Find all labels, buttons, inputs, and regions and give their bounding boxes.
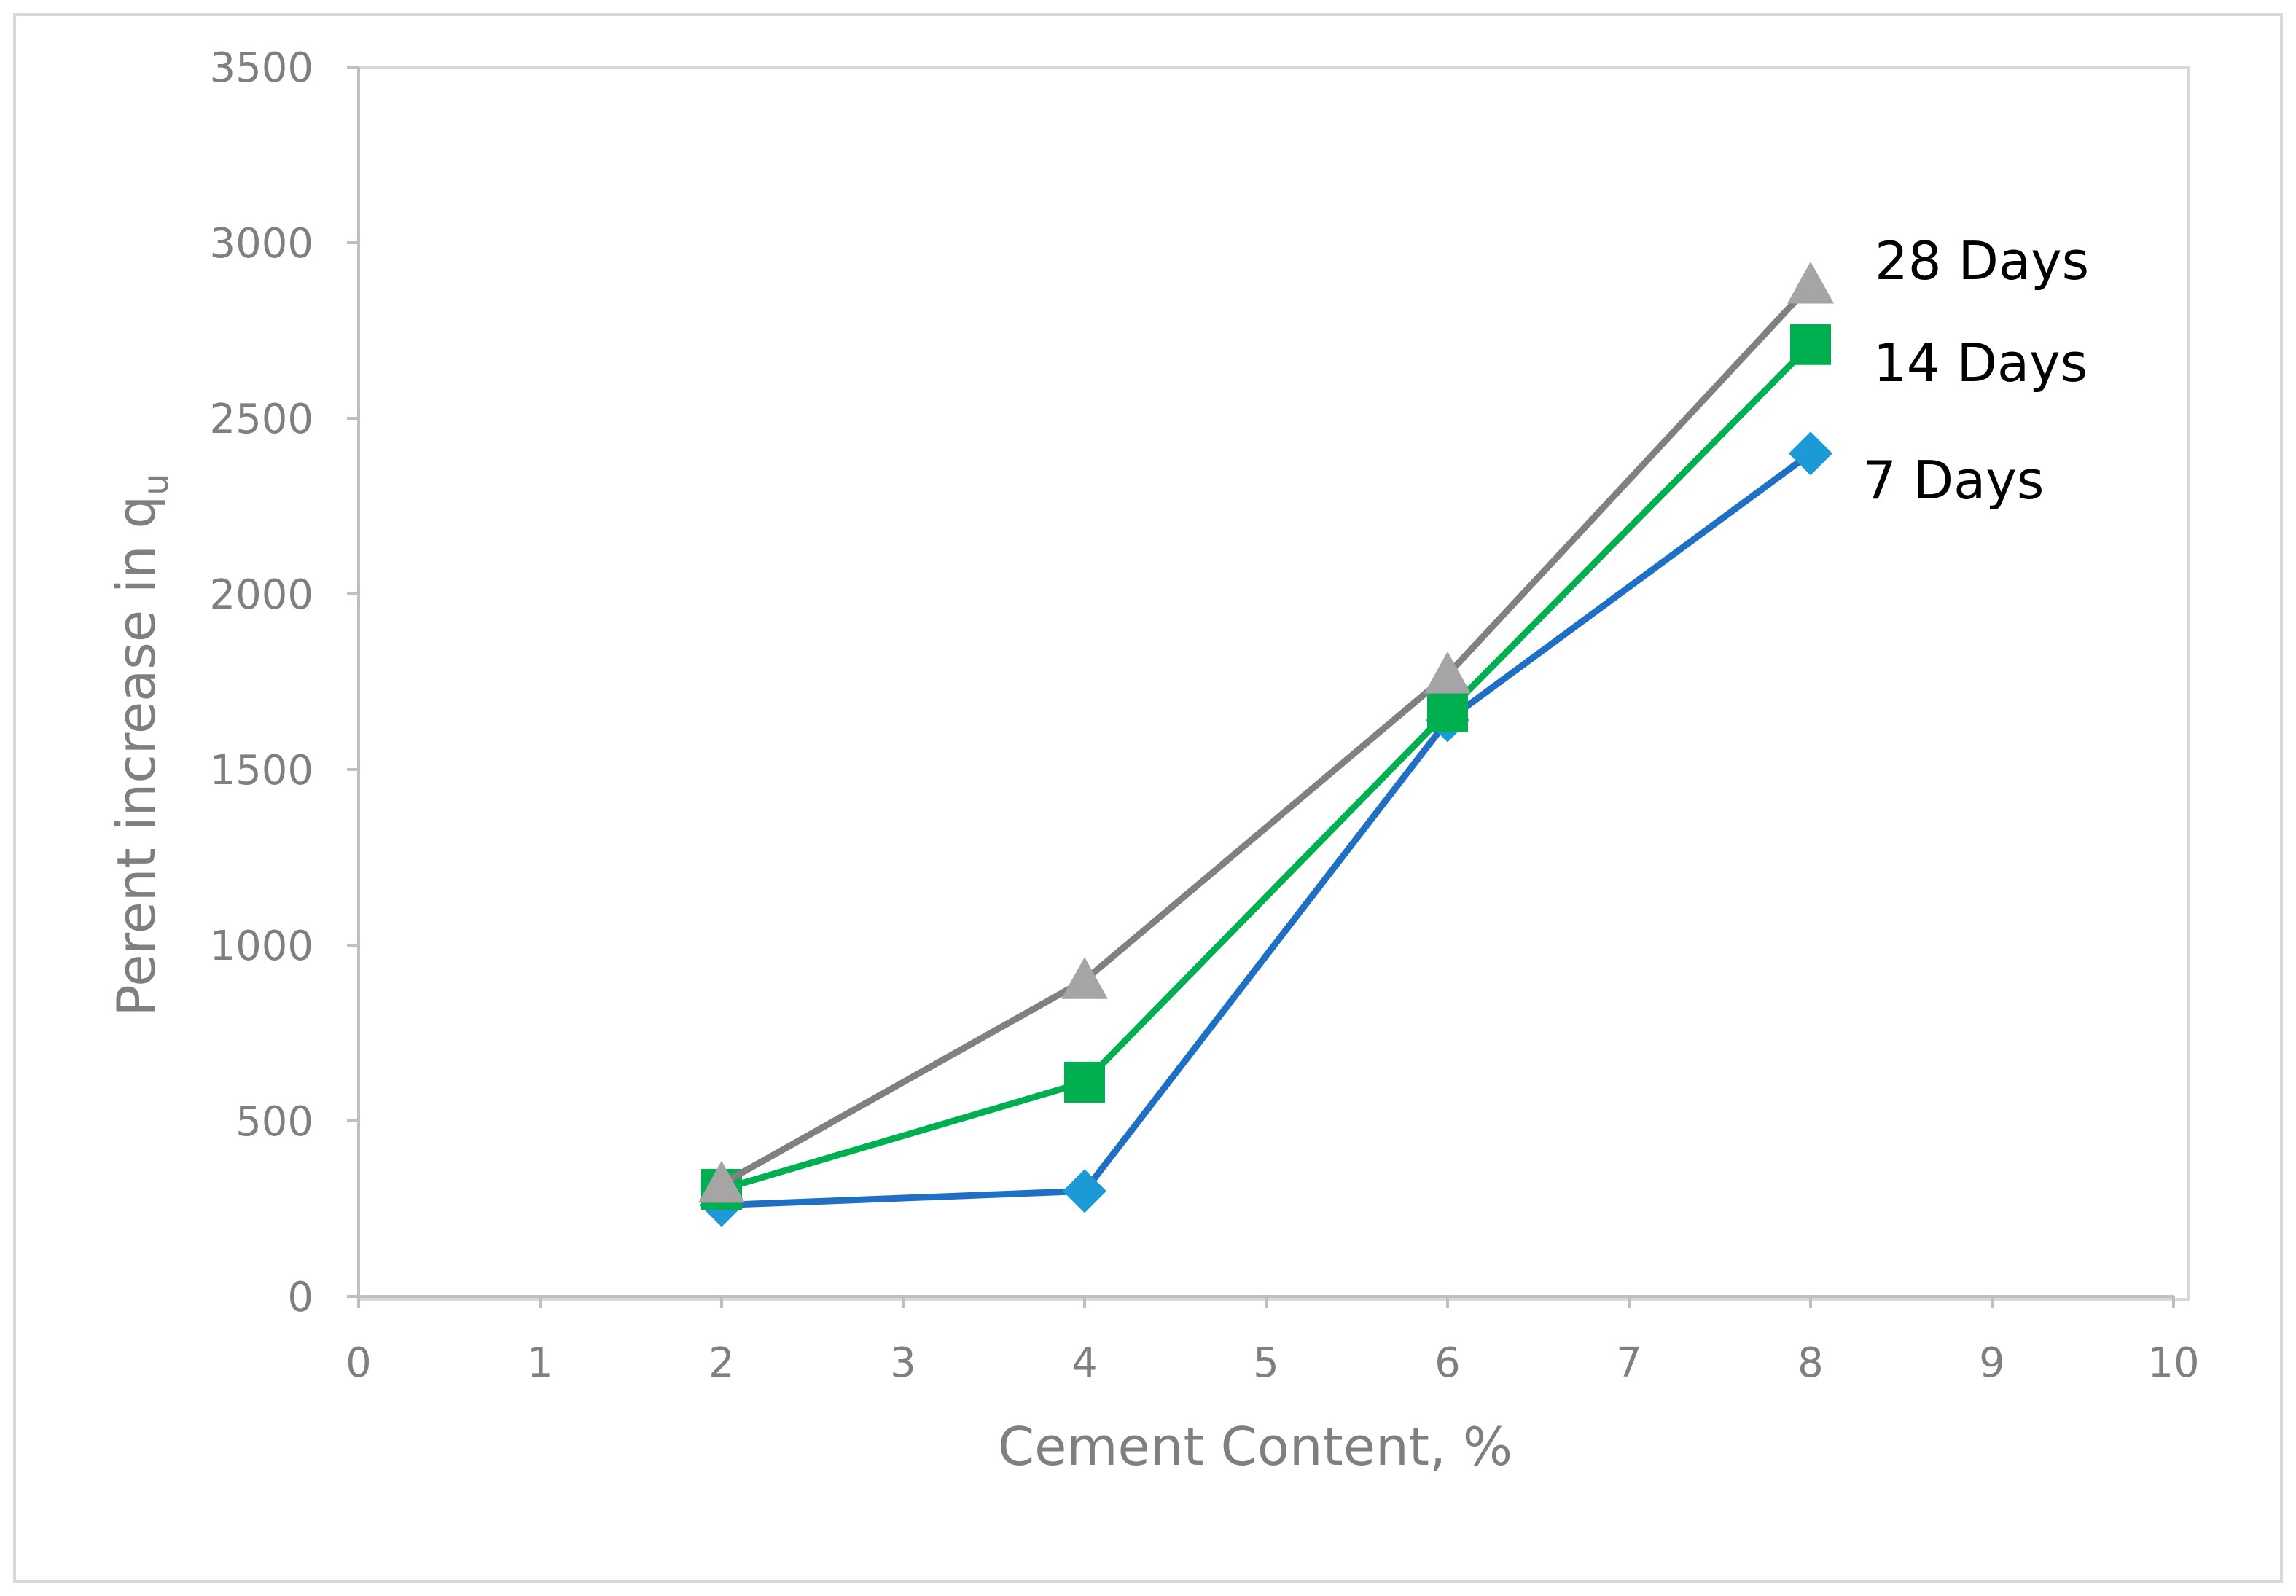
series-group [698,261,1834,1227]
y-tick-label: 3500 [209,44,313,92]
x-tick-label: 4 [1071,1339,1098,1387]
x-tick-label: 7 [1616,1339,1642,1387]
x-tick-label: 0 [345,1339,372,1387]
data-point-square [1427,691,1468,732]
x-tick-label: 10 [2147,1339,2199,1387]
x-tick-label: 2 [708,1339,735,1387]
y-axis-title-subscript: u [136,473,176,495]
x-tick-label: 5 [1253,1339,1279,1387]
series-line [721,450,1813,1209]
x-tick-label: 6 [1434,1339,1461,1387]
y-axis-title: Perent increase in qu [106,473,176,1016]
series-line [720,342,1813,1193]
x-tick-label: 8 [1797,1339,1824,1387]
data-point-triangle [1424,651,1471,694]
x-tick-label: 1 [527,1339,553,1387]
data-point-square [1064,1061,1105,1103]
data-point-triangle [698,1160,745,1203]
data-point-diamond [1063,1169,1106,1213]
series-label: 28 Days [1875,230,2089,292]
data-point-triangle [1061,957,1108,999]
chart-border [13,13,2283,1583]
y-tick-label: 2000 [209,571,313,619]
y-tick-label: 0 [287,1274,313,1321]
data-point-square [1790,324,1831,365]
x-tick-label: 9 [1979,1339,2005,1387]
y-tick-label: 1500 [209,747,313,794]
x-axis-title: Cement Content, % [998,1416,1512,1477]
data-point-triangle [1787,261,1834,304]
series-label: 7 Days [1863,450,2044,511]
y-axis-title-main: Perent increase in q [106,496,167,1017]
y-tick-label: 1000 [209,923,313,970]
y-tick-label: 500 [235,1098,313,1146]
series-28-days [698,261,1834,1203]
series-labels: 7 Days 14 Days 28 Days [1863,230,2089,511]
series-label: 14 Days [1873,332,2088,394]
y-tick-label: 2500 [209,396,313,443]
data-point-diamond [1789,431,1832,476]
series-line [719,282,1813,1187]
x-tick-label: 3 [890,1339,916,1387]
axes: 0 1 2 3 4 5 6 7 8 9 10 0 500 1000 1500 2000 2500 3000 3500 [209,44,2199,1387]
y-tick-label: 3000 [209,220,313,267]
